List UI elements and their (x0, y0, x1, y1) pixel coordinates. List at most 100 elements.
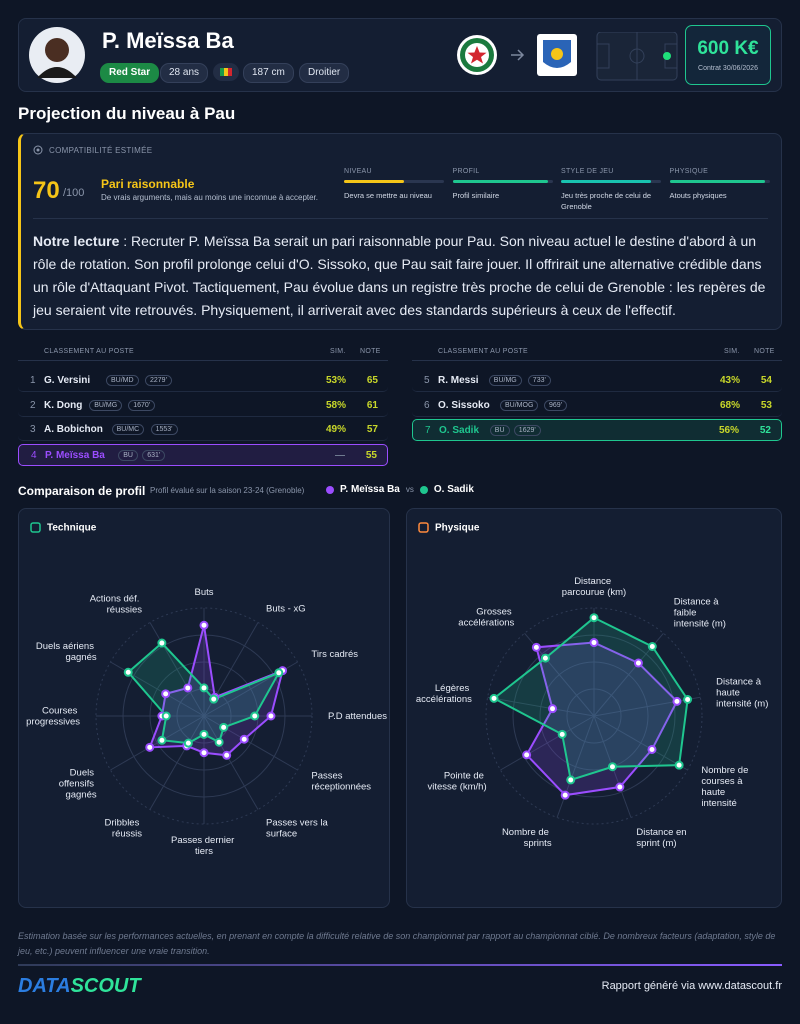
logo-left: DATA (18, 975, 71, 997)
radar-point (683, 694, 693, 704)
legend-label: P. Meïssa Ba (340, 484, 400, 495)
player-name: P. Meïssa Ba (102, 28, 234, 53)
ranking-row: 4 P. Meïssa Ba BU 631' — 55 (18, 443, 388, 466)
player: R. Messi (438, 375, 479, 386)
market-value: 600 K€ (697, 38, 759, 59)
comparison-title: Comparaison de profil (18, 484, 146, 498)
position-tag: BU (489, 425, 510, 436)
rank: 6 (424, 399, 430, 411)
axis-label: Courses progressives (26, 705, 80, 727)
score-max: /100 (63, 187, 85, 199)
radar-card: Physique Distance parcourue (km) Distance … (406, 508, 782, 908)
axis-label: Buts (194, 587, 213, 598)
radar-point (674, 760, 684, 770)
reading-label: Notre lecture (33, 233, 120, 249)
radar-card: Technique Buts Buts - xG Tirs cadrés P.D att… (18, 508, 390, 908)
radar-area (525, 641, 679, 797)
column-header: NOTE (360, 348, 381, 355)
radar-point (531, 642, 541, 652)
criterion-label: STYLE DE JEU (561, 168, 614, 175)
ranking-row: 1 G. Versini BU/MD 2279' 53% 65 (18, 370, 388, 392)
spoke (203, 715, 259, 810)
legend-swatch (419, 485, 428, 494)
spoke (149, 715, 205, 810)
note: 61 (366, 399, 378, 411)
rank: 2 (30, 399, 36, 411)
similarity: — (335, 449, 345, 461)
column-header: SIM. (724, 348, 740, 355)
radar-point (199, 729, 209, 739)
ranking-row: 3 A. Bobichon BU/MC 1553' 49% 57 (18, 419, 388, 441)
axis-label: Duels offensifs gagnés (59, 767, 97, 800)
radar-point (161, 689, 171, 699)
minutes-tag: 631' (142, 449, 166, 461)
rank: 4 (31, 449, 37, 461)
minutes-tag: 2279' (145, 375, 172, 386)
criterion-text: Jeu très proche de celui de Grenoble (561, 191, 652, 211)
player: A. Bobichon (44, 424, 103, 435)
verdict: Pari raisonnable (101, 177, 195, 191)
radar-point (199, 748, 209, 758)
spoke (110, 715, 205, 771)
radar-point (615, 782, 625, 792)
radar-point (214, 737, 224, 747)
rank: 7 (425, 425, 431, 436)
radar-point (157, 638, 167, 648)
footer-divider (18, 964, 782, 966)
similarity: 58% (325, 399, 346, 411)
avatar (29, 27, 85, 83)
minutes-tag: 1629' (513, 425, 541, 436)
title-icon (30, 522, 41, 533)
minutes-tag: 733' (527, 375, 551, 386)
spoke (593, 715, 688, 771)
position-tag: BU/MD (106, 375, 139, 386)
transfer-visual (457, 32, 678, 81)
radar-point (209, 694, 219, 704)
logo-right: SCOUT (70, 975, 141, 997)
axis-label: Distance en sprint (m) (636, 827, 689, 849)
legend-label: O. Sadik (433, 484, 474, 495)
age-pill: 28 ans (160, 63, 209, 83)
note: 54 (760, 375, 772, 386)
radar-title: Physique (435, 523, 480, 534)
player: O. Sadik (439, 425, 480, 436)
criterion-label: PROFIL (452, 168, 480, 175)
spoke (487, 696, 595, 717)
criterion-bar (561, 180, 651, 183)
ranking-row: 7 O. Sadik BU 1629' 56% 52 (412, 419, 782, 441)
compat-card (18, 133, 782, 330)
minutes-tag: 1553' (150, 424, 178, 435)
position-tag: BU/MOG (500, 399, 539, 411)
note: 57 (366, 424, 378, 435)
radar-point (266, 711, 276, 721)
foot-pill: Droitier (299, 63, 350, 83)
radar-point (199, 683, 209, 693)
grid-ring (485, 607, 703, 825)
criterion-text: Devra se mettre au niveau (344, 191, 432, 200)
radar-point (157, 735, 167, 745)
axis-label: Nombre de courses à haute intensité (701, 764, 751, 808)
radar-point (161, 711, 171, 721)
minutes-tag: 1670' (128, 399, 156, 411)
axis-label: Légères accélérations (416, 683, 472, 705)
axis-label: Passes réceptionnées (311, 770, 371, 792)
radar-point (589, 638, 599, 648)
note: 52 (759, 425, 771, 436)
axis-label: Duels aériens gagnés (36, 640, 97, 662)
section-title: Projection du niveau à Pau (18, 104, 236, 123)
ranking-row: 2 K. Dong BU/MG 1670' 58% 61 (18, 395, 388, 417)
logo: DATASCOUT (18, 975, 141, 998)
verdict-text: De vrais arguments, mais au moins une in… (101, 193, 319, 202)
axis-label: Grosses accélérations (458, 606, 514, 628)
radar-point (123, 667, 133, 677)
radar-point (199, 620, 209, 630)
axis-label: Nombre de sprints (502, 827, 552, 849)
spoke (556, 715, 595, 818)
club-pill: Red Star (100, 63, 160, 83)
minutes-tag: 969' (544, 399, 568, 411)
radar-point (560, 790, 570, 800)
radar-point (607, 762, 617, 772)
legend-vs: vs (405, 485, 414, 494)
axis-label: Distance à faible intensité (m) (674, 596, 726, 629)
